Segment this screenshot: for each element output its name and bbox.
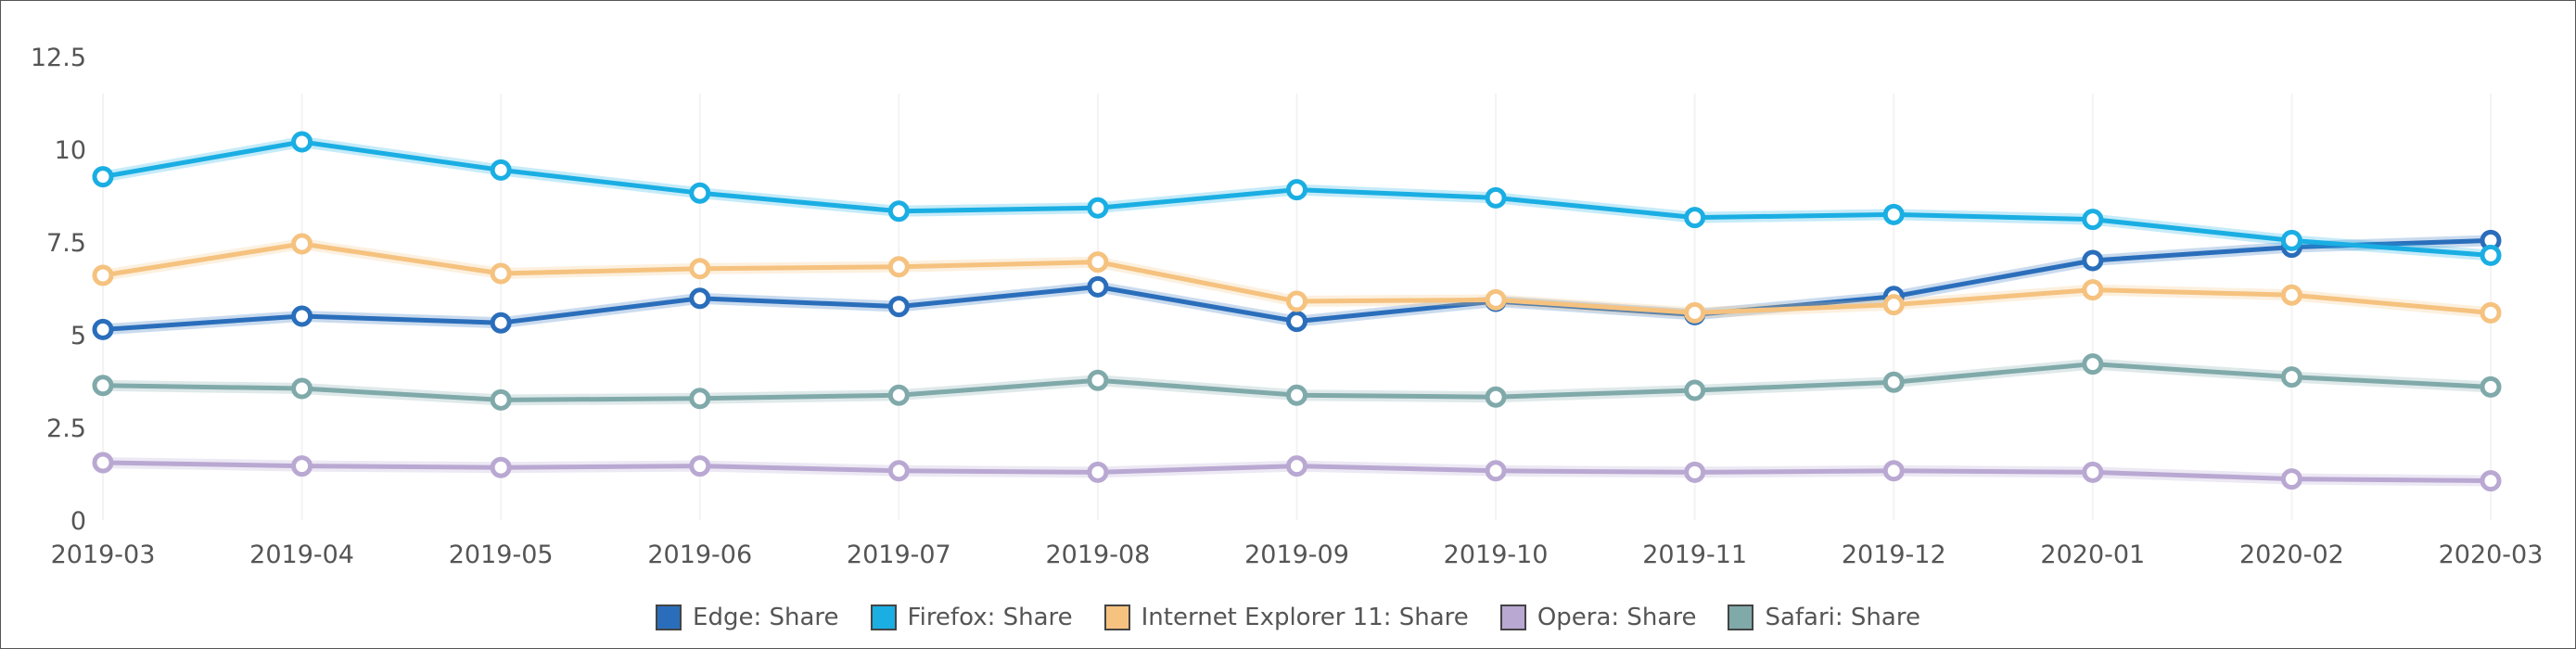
data-point [1286, 455, 1307, 477]
legend-swatch [656, 604, 682, 630]
x-tick-label: 2019-08 [1046, 541, 1151, 569]
x-tick-label: 2020-03 [2439, 541, 2544, 569]
data-point [1485, 460, 1507, 482]
data-point [2480, 301, 2502, 324]
legend-item[interactable]: Safari: Share [1728, 604, 1920, 631]
data-point [291, 131, 313, 153]
data-point [1087, 251, 1109, 274]
legend-label: Safari: Share [1765, 604, 1920, 631]
y-tick-label: 7.5 [46, 229, 86, 258]
data-point [1286, 384, 1307, 406]
x-tick-label: 2020-01 [2040, 541, 2145, 569]
legend-item[interactable]: Firefox: Share [870, 604, 1073, 631]
data-point [490, 312, 512, 334]
legend-item[interactable]: Internet Explorer 11: Share [1103, 604, 1469, 631]
data-point [1684, 379, 1706, 401]
data-point [291, 233, 313, 255]
x-tick-label: 2020-02 [2239, 541, 2344, 569]
legend-item[interactable]: Edge: Share [656, 604, 839, 631]
data-point [92, 166, 114, 188]
data-point [490, 456, 512, 478]
legend-label: Opera: Share [1537, 604, 1697, 631]
data-point [2480, 375, 2502, 398]
data-point [1087, 369, 1109, 391]
data-point [2082, 461, 2104, 483]
y-tick-label: 5 [70, 322, 86, 350]
data-point [1286, 179, 1307, 201]
data-point [1684, 207, 1706, 229]
x-tick-label: 2019-05 [449, 541, 554, 569]
legend-swatch [1499, 604, 1526, 630]
data-point [689, 258, 711, 280]
data-point [2280, 284, 2302, 306]
data-point [1087, 275, 1109, 298]
data-point [92, 318, 114, 340]
data-point [2280, 229, 2302, 251]
data-point [887, 460, 910, 482]
data-point [291, 305, 313, 327]
data-point [291, 455, 313, 477]
data-point [689, 388, 711, 410]
data-point [887, 200, 910, 223]
data-point [291, 377, 313, 400]
data-point [1684, 461, 1706, 483]
legend-label: Internet Explorer 11: Share [1141, 604, 1469, 631]
data-point [92, 452, 114, 474]
data-point [887, 296, 910, 318]
data-point [1286, 290, 1307, 312]
y-tick-label: 2.5 [46, 414, 86, 443]
data-point [92, 264, 114, 286]
y-tick-label: 0 [70, 507, 86, 536]
data-point [1087, 197, 1109, 219]
data-point [887, 384, 910, 406]
data-point [92, 375, 114, 397]
data-point [1485, 288, 1507, 311]
data-point [1882, 203, 1905, 225]
x-tick-label: 2019-11 [1642, 541, 1747, 569]
data-point [1485, 386, 1507, 408]
x-tick-label: 2019-03 [51, 541, 156, 569]
data-point [1087, 461, 1109, 483]
legend-label: Firefox: Share [907, 604, 1073, 631]
data-point [2082, 279, 2104, 301]
legend: Edge: Share Firefox: Share Internet Explor… [1, 604, 2575, 631]
data-point [2480, 470, 2502, 492]
x-tick-label: 2019-10 [1444, 541, 1549, 569]
data-point [1882, 460, 1905, 482]
data-point [2280, 366, 2302, 388]
legend-swatch [870, 604, 897, 630]
data-point [490, 388, 512, 411]
legend-item[interactable]: Opera: Share [1499, 604, 1697, 631]
data-point [1882, 371, 1905, 393]
y-tick-label: 12.5 [31, 44, 86, 72]
legend-swatch [1728, 604, 1754, 630]
data-point [2082, 249, 2104, 272]
data-point [2082, 353, 2104, 375]
legend-label: Edge: Share [693, 604, 839, 631]
data-point [1286, 311, 1307, 333]
data-point [689, 287, 711, 310]
data-point [1684, 301, 1706, 324]
data-point [689, 455, 711, 477]
data-point [887, 256, 910, 278]
x-tick-label: 2019-09 [1244, 541, 1349, 569]
data-point [2082, 209, 2104, 231]
data-point [1882, 294, 1905, 316]
data-point [689, 182, 711, 204]
data-point [2480, 244, 2502, 266]
x-tick-label: 2019-04 [249, 541, 354, 569]
data-point [2280, 468, 2302, 490]
data-point [490, 159, 512, 181]
legend-swatch [1103, 604, 1130, 630]
x-tick-label: 2019-12 [1842, 541, 1946, 569]
x-tick-label: 2019-06 [647, 541, 752, 569]
x-tick-label: 2019-07 [847, 541, 951, 569]
data-point [1485, 186, 1507, 209]
y-tick-label: 10 [55, 136, 86, 165]
data-point [490, 262, 512, 285]
